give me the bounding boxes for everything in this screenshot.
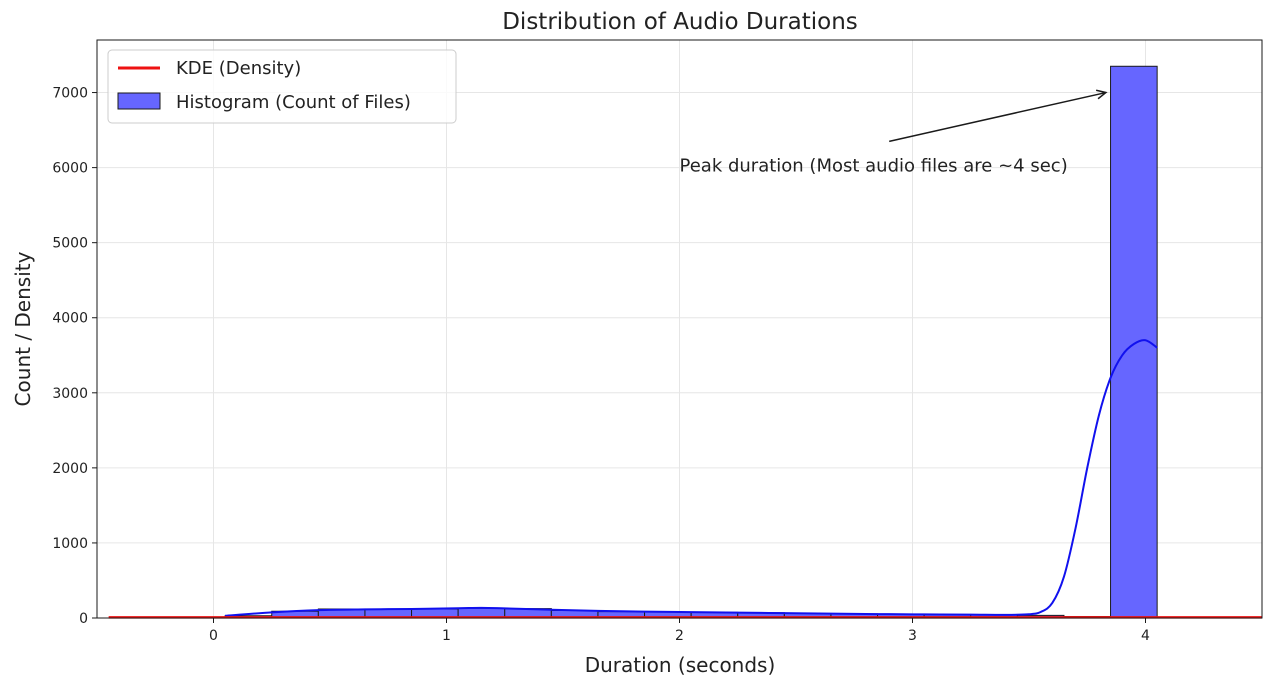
legend-box bbox=[107, 49, 457, 124]
chart-title: Distribution of Audio Durations bbox=[502, 9, 858, 35]
peak-annotation: Peak duration (Most audio files are ~4 s… bbox=[680, 89, 1108, 176]
x-tick-label: 0 bbox=[209, 628, 218, 644]
y-tick-label: 4000 bbox=[52, 311, 88, 327]
legend: KDE (Density) Histogram (Count of Files) bbox=[107, 49, 457, 124]
legend-label-histogram: Histogram (Count of Files) bbox=[176, 92, 411, 113]
histogram-bars bbox=[224, 65, 1158, 619]
annotation-text: Peak duration (Most audio files are ~4 s… bbox=[680, 155, 1068, 176]
y-axis-label: Count / Density bbox=[11, 251, 35, 406]
y-tick-label: 3000 bbox=[52, 386, 88, 402]
legend-label-kde: KDE (Density) bbox=[176, 58, 301, 79]
legend-swatch-histogram bbox=[117, 92, 161, 110]
density-lines bbox=[108, 339, 1262, 619]
y-tick-label: 1000 bbox=[52, 536, 88, 552]
grid-lines bbox=[97, 40, 1262, 619]
x-tick-label: 1 bbox=[442, 628, 451, 644]
x-tick-label: 3 bbox=[908, 628, 917, 644]
y-tick-label: 6000 bbox=[52, 161, 88, 177]
annotation-arrowhead bbox=[1095, 89, 1108, 100]
axis-ticks: 0 1 2 3 4 0 1000 2000 3000 4000 5000 6000 7000 bbox=[52, 86, 1150, 644]
x-axis-label: Duration (seconds) bbox=[585, 653, 776, 677]
x-tick-label: 4 bbox=[1141, 628, 1150, 644]
y-tick-label: 2000 bbox=[52, 461, 88, 477]
annotation-arrow bbox=[889, 91, 1107, 143]
y-tick-label: 5000 bbox=[52, 236, 88, 252]
y-tick-label: 0 bbox=[79, 611, 88, 627]
y-tick-label: 7000 bbox=[52, 86, 88, 102]
histogram-kde-line bbox=[225, 339, 1158, 617]
x-tick-label: 2 bbox=[675, 628, 684, 644]
